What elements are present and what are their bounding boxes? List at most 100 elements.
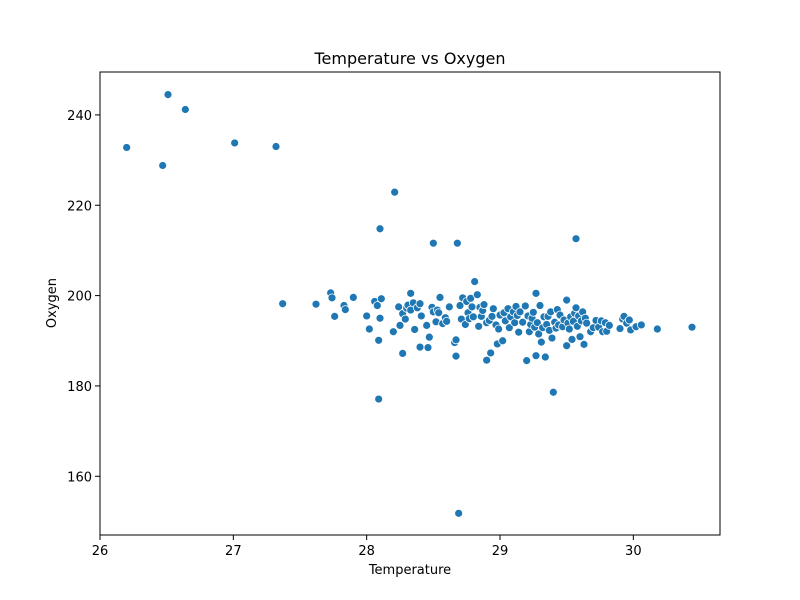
scatter-point xyxy=(468,312,478,322)
scatter-point xyxy=(571,234,581,244)
scatter-point xyxy=(520,301,530,311)
scatter-point xyxy=(406,288,416,298)
scatter-point xyxy=(479,300,489,310)
scatter-point xyxy=(374,335,384,345)
scatter-point xyxy=(487,311,497,321)
scatter-point xyxy=(535,301,545,310)
scatter-point xyxy=(498,336,508,346)
y-axis-label: Oxygen xyxy=(45,278,60,328)
scatter-point xyxy=(567,335,577,344)
scatter-point xyxy=(400,314,410,324)
x-axis-label: Temperature xyxy=(368,563,451,578)
scatter-point xyxy=(604,321,614,330)
scatter-point xyxy=(376,294,386,304)
scatter-point xyxy=(422,321,432,330)
scatter-point xyxy=(364,324,374,334)
scatter-point xyxy=(467,302,477,312)
y-tick-label: 240 xyxy=(67,109,92,124)
scatter-point xyxy=(230,138,240,148)
scatter-point xyxy=(504,323,514,333)
x-tick-label: 29 xyxy=(492,544,509,559)
scatter-point xyxy=(562,341,572,351)
scatter-point xyxy=(466,293,476,303)
x-tick-label: 28 xyxy=(358,544,375,559)
scatter-point xyxy=(395,321,405,330)
x-tick-label: 30 xyxy=(625,544,642,559)
scatter-point xyxy=(122,143,132,152)
scatter-point xyxy=(615,324,625,333)
y-tick-label: 200 xyxy=(67,290,92,305)
ticks-layer: 26 27 28 29 30 160 180 200 220 240 xyxy=(67,109,641,559)
scatter-point xyxy=(423,343,433,352)
scatter-point xyxy=(158,161,168,170)
scatter-point xyxy=(271,142,281,151)
scatter-point xyxy=(687,322,697,332)
scatter-point xyxy=(518,317,528,327)
scatter-point xyxy=(562,295,572,305)
scatter-point xyxy=(515,307,525,317)
scatter-point xyxy=(579,339,589,349)
scatter-point xyxy=(415,299,425,309)
scatter-point xyxy=(311,299,321,309)
scatter-point xyxy=(398,349,408,358)
x-tick-label: 26 xyxy=(92,544,109,559)
scatter-point xyxy=(362,311,372,321)
x-tick-label: 27 xyxy=(225,544,242,559)
scatter-point xyxy=(494,324,504,334)
scatter-point xyxy=(536,337,546,347)
scatter-point xyxy=(435,292,445,302)
scatter-point xyxy=(547,333,557,343)
scatter-point xyxy=(375,313,385,323)
scatter-point xyxy=(510,318,520,328)
scatter-point xyxy=(434,308,444,318)
scatter-point xyxy=(340,305,350,315)
scatter-point xyxy=(455,301,465,310)
y-tick-label: 160 xyxy=(67,470,92,485)
scatter-point xyxy=(636,320,646,330)
scatter-point xyxy=(472,290,482,300)
scatter-point xyxy=(486,348,496,358)
scatter-point xyxy=(528,307,538,317)
points-layer xyxy=(122,90,697,518)
scatter-point xyxy=(474,321,484,331)
scatter-point xyxy=(571,303,581,313)
scatter-point xyxy=(374,394,384,404)
scatter-point xyxy=(416,311,426,321)
scatter-point xyxy=(470,277,480,286)
scatter-point xyxy=(163,90,173,99)
scatter-point xyxy=(375,224,385,234)
scatter-point xyxy=(488,304,498,314)
scatter-point xyxy=(532,318,542,328)
scatter-point xyxy=(180,105,190,114)
chart-title: Temperature vs Oxygen xyxy=(314,49,506,68)
scatter-point xyxy=(428,238,438,248)
scatter-point xyxy=(415,342,425,352)
scatter-point xyxy=(388,327,398,337)
scatter-point xyxy=(564,324,574,334)
scatter-point xyxy=(540,352,550,362)
scatter-point xyxy=(410,325,420,334)
scatter-point xyxy=(531,288,541,298)
scatter-point xyxy=(442,316,452,326)
scatter-point xyxy=(624,315,634,325)
scatter-point xyxy=(452,238,462,248)
scatter-point xyxy=(424,332,434,342)
scatter-point xyxy=(372,301,382,310)
scatter-point xyxy=(522,356,532,366)
scatter-point xyxy=(278,299,288,309)
scatter-point xyxy=(652,324,662,334)
scatter-point xyxy=(451,351,461,361)
scatter-point xyxy=(514,327,524,337)
scatter-point xyxy=(451,335,461,345)
scatter-point xyxy=(454,508,464,518)
y-tick-label: 220 xyxy=(67,199,92,214)
plot-frame xyxy=(99,71,721,536)
scatter-point xyxy=(330,311,340,321)
scatter-point xyxy=(582,318,592,328)
y-tick-label: 180 xyxy=(67,380,92,395)
scatter-point xyxy=(327,293,337,303)
scatter-point xyxy=(444,302,454,312)
scatter-point xyxy=(390,187,400,197)
